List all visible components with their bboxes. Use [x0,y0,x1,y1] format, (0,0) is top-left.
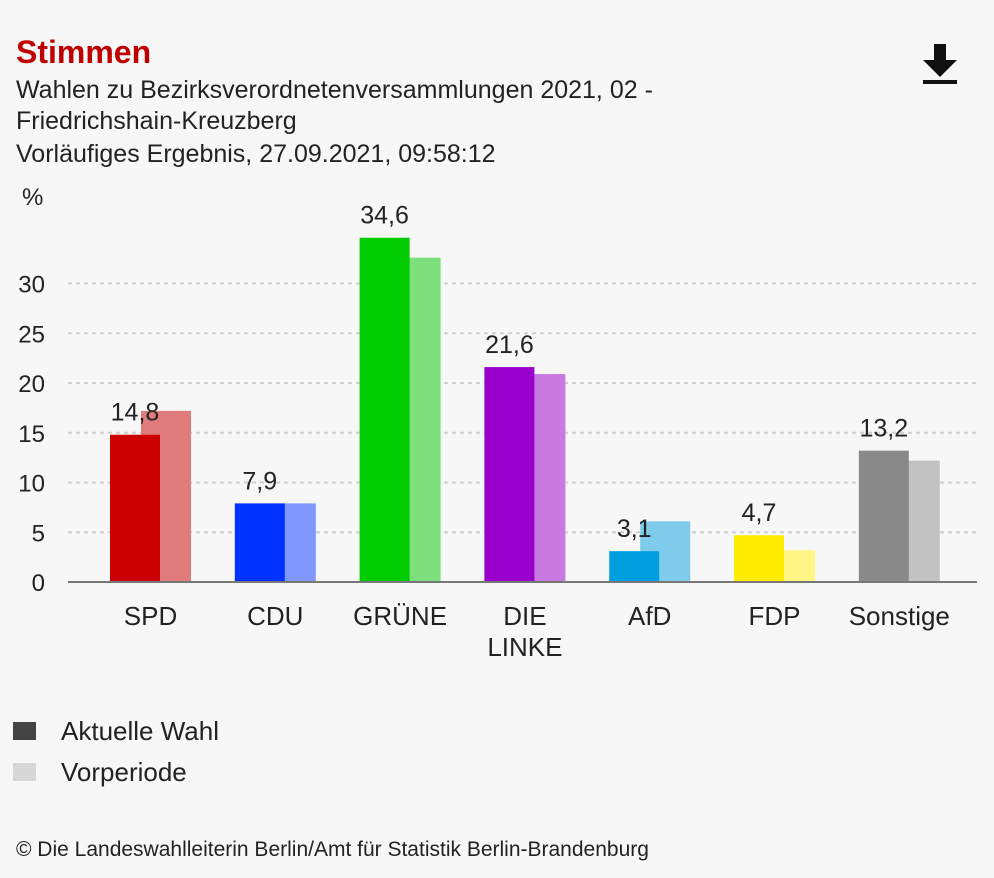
y-tick-label: 10 [18,471,45,498]
bar-chart: % 0 5 10 15 20 25 30 14,8 7,9 34,6 21,6 3,1 4,7 13,2… [18,184,977,662]
bar-current [359,237,410,583]
value-label: 14,8 [111,399,160,427]
legend-item-current: Aktuelle Wahl [13,716,219,746]
category-label: AfD [628,601,671,631]
legend-swatch-previous [13,763,36,781]
subtitle-line-3: Vorläufiges Ergebnis, 27.09.2021, 09:58:… [16,140,496,168]
y-tick-label: 25 [18,321,45,348]
bar-current [858,450,909,582]
y-tick-label: 0 [32,570,45,597]
category-label: FDP [749,601,801,631]
value-label: 21,6 [485,331,534,359]
bar-current [110,434,160,582]
category-label: CDU [247,601,303,631]
bars [110,237,940,583]
category-label: GRÜNE [353,601,447,631]
legend-item-previous: Vorperiode [13,757,187,787]
bar-current [609,551,660,582]
category-label: LINKE [487,632,562,662]
bar-current [484,367,535,582]
subtitle-line-1: Wahlen zu Bezirksverordnetenversammlunge… [16,76,653,104]
chart-title: Stimmen [16,34,152,70]
legend-label-previous: Vorperiode [61,756,187,787]
bar-current [734,535,784,582]
copyright-footer: © Die Landeswahlleiterin Berlin/Amt für … [16,838,649,861]
value-label: 4,7 [742,499,777,527]
download-button[interactable] [920,42,960,88]
bar-current [234,503,285,582]
category-label: Sonstige [849,601,950,631]
y-tick-label: 5 [32,520,45,547]
category-label: SPD [124,601,177,631]
value-label: 3,1 [617,515,652,543]
category-label: DIE [503,601,546,631]
value-label: 34,6 [360,202,409,230]
y-tick-label: 15 [18,421,45,448]
y-tick-label: 30 [18,272,45,299]
legend-label-current: Aktuelle Wahl [61,715,219,746]
y-axis-label: % [22,184,43,211]
value-label: 7,9 [242,467,277,495]
download-icon [923,44,957,84]
legend-swatch-current [13,722,36,740]
value-label: 13,2 [859,415,908,443]
y-axis-ticks: 0 5 10 15 20 25 30 [18,272,45,598]
value-labels: 14,8 7,9 34,6 21,6 3,1 4,7 13,2 [111,202,908,543]
y-tick-label: 20 [18,371,45,398]
subtitle-line-2: Friedrichshain-Kreuzberg [16,107,297,135]
